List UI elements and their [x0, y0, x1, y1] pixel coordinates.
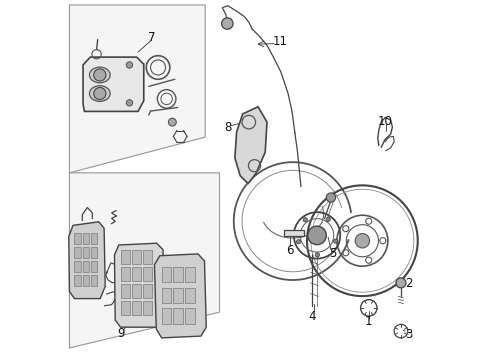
- Bar: [283, 230, 303, 237]
- Bar: [82, 275, 89, 287]
- Polygon shape: [234, 107, 266, 184]
- Bar: [131, 267, 141, 281]
- Circle shape: [94, 87, 106, 100]
- Bar: [162, 267, 171, 282]
- Circle shape: [325, 193, 335, 202]
- Circle shape: [168, 118, 176, 126]
- Text: 9: 9: [117, 327, 125, 340]
- Bar: [121, 284, 130, 298]
- Circle shape: [94, 69, 106, 81]
- Bar: [91, 275, 97, 287]
- Bar: [74, 233, 81, 244]
- Bar: [173, 308, 183, 324]
- Text: 3: 3: [404, 328, 412, 341]
- Polygon shape: [83, 57, 143, 111]
- Bar: [82, 261, 89, 272]
- Bar: [74, 261, 81, 272]
- Bar: [121, 301, 130, 315]
- Bar: [131, 301, 141, 315]
- Polygon shape: [69, 5, 205, 173]
- Circle shape: [296, 240, 300, 244]
- Bar: [142, 250, 152, 264]
- Circle shape: [126, 100, 132, 106]
- Bar: [185, 308, 194, 324]
- Bar: [162, 308, 171, 324]
- Text: 6: 6: [286, 244, 293, 257]
- Bar: [131, 284, 141, 298]
- Circle shape: [126, 62, 132, 68]
- Bar: [185, 267, 194, 282]
- Bar: [173, 267, 183, 282]
- Circle shape: [303, 218, 307, 222]
- Bar: [142, 301, 152, 315]
- Bar: [82, 233, 89, 244]
- Polygon shape: [69, 222, 105, 298]
- Text: 4: 4: [307, 310, 315, 323]
- Text: 1: 1: [365, 315, 372, 328]
- Bar: [74, 275, 81, 287]
- Text: 7: 7: [147, 31, 155, 44]
- Bar: [121, 250, 130, 264]
- Bar: [121, 267, 130, 281]
- Ellipse shape: [89, 86, 110, 102]
- Text: 8: 8: [224, 121, 232, 134]
- Bar: [173, 288, 183, 303]
- Bar: [131, 250, 141, 264]
- Circle shape: [221, 18, 233, 29]
- Bar: [82, 247, 89, 258]
- Circle shape: [395, 278, 405, 288]
- Polygon shape: [114, 243, 163, 327]
- Bar: [91, 233, 97, 244]
- Ellipse shape: [89, 67, 110, 83]
- Text: 5: 5: [329, 247, 336, 260]
- Circle shape: [333, 239, 337, 243]
- Bar: [162, 288, 171, 303]
- Text: 11: 11: [272, 35, 287, 48]
- Bar: [91, 261, 97, 272]
- Text: 2: 2: [404, 277, 412, 290]
- Bar: [142, 267, 152, 281]
- Bar: [91, 247, 97, 258]
- Circle shape: [315, 253, 319, 257]
- Bar: [74, 247, 81, 258]
- Bar: [185, 288, 194, 303]
- Text: 10: 10: [377, 114, 392, 127]
- Polygon shape: [69, 173, 219, 348]
- Circle shape: [354, 234, 369, 248]
- Bar: [142, 284, 152, 298]
- Circle shape: [325, 217, 329, 221]
- Polygon shape: [154, 254, 206, 338]
- Circle shape: [307, 226, 325, 245]
